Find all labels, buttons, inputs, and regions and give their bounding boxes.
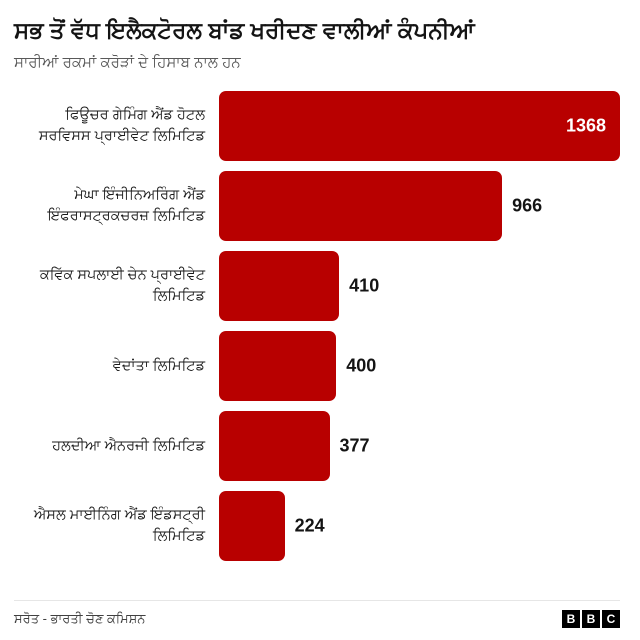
bbc-logo-block: B (562, 610, 580, 628)
chart-row: ਹਲਦੀਆ ਐਨਰਜੀ ਲਿਮਿਟਿਡ 377 (14, 410, 620, 481)
chart-footer: ਸਰੋਤ - ਭਾਰਤੀ ਚੋਣ ਕਮਿਸ਼ਨ B B C (14, 600, 620, 640)
bar-track: 400 (219, 330, 620, 401)
bar-label: ਵੇਦਾਂਤਾ ਲਿਮਿਟਿਡ (112, 357, 205, 374)
bar: 1368 (219, 90, 620, 161)
bar-value: 966 (512, 195, 543, 216)
chart-row: ਐਸਲ ਮਾਈਨਿੰਗ ਐਂਡ ਇੰਡਸਟ੍ਰੀ ਲਿਮਿਟਿਡ 224 (14, 490, 620, 561)
source-text: ਸਰੋਤ - ਭਾਰਤੀ ਚੋਣ ਕਮਿਸ਼ਨ (14, 611, 146, 626)
bar-value: 410 (349, 275, 380, 296)
bar (219, 250, 340, 321)
bar-label: ਮੇਘਾ ਇੰਜੀਨਿਅਰਿੰਗ ਐਂਡ ਇੰਫਰਾਸਟ੍ਰਕਚਰਜ਼ ਲਿਮਿ… (47, 187, 205, 224)
bar-value: 224 (294, 515, 325, 536)
bar (219, 410, 330, 481)
bar (219, 170, 503, 241)
bar (219, 490, 285, 561)
bar-chart: ਫਿਊਚਰ ਗੇਮਿੰਗ ਐਂਡ ਹੋਟਲ ਸਰਵਿਸਸ ਪ੍ਰਾਈਵੇਟ ਲਿ… (0, 77, 640, 590)
bar-value: 377 (339, 435, 370, 456)
chart-row: ਕਵਿੱਕ ਸਪਲਾਈ ਚੇਨ ਪ੍ਰਾਈਵੇਟ ਲਿਮਿਟਿਡ 410 (14, 250, 620, 321)
bbc-logo-block: C (602, 610, 620, 628)
bar-track: 410 (219, 250, 620, 321)
page-subtitle: ਸਾਰੀਆਂ ਰਕਮਾਂ ਕਰੋੜਾਂ ਦੇ ਹਿਸਾਬ ਨਾਲ ਹਨ (14, 53, 241, 71)
chart-header: ਸਭ ਤੋਂ ਵੱਧ ਇਲੈਕਟੋਰਲ ਬਾਂਡ ਖਰੀਦਣ ਵਾਲੀਆਂ ਕੰ… (0, 0, 640, 77)
chart-row: ਵੇਦਾਂਤਾ ਲਿਮਿਟਿਡ 400 (14, 330, 620, 401)
bar-label: ਐਸਲ ਮਾਈਨਿੰਗ ਐਂਡ ਇੰਡਸਟ੍ਰੀ ਲਿਮਿਟਿਡ (33, 507, 205, 544)
bar-label: ਹਲਦੀਆ ਐਨਰਜੀ ਲਿਮਿਟਿਡ (52, 437, 205, 454)
bar-label: ਫਿਊਚਰ ਗੇਮਿੰਗ ਐਂਡ ਹੋਟਲ ਸਰਵਿਸਸ ਪ੍ਰਾਈਵੇਟ ਲਿ… (38, 107, 205, 144)
bar-track: 377 (219, 410, 620, 481)
bar-track: 966 (219, 170, 620, 241)
bar-track: 1368 (219, 90, 620, 161)
bar-label: ਕਵਿੱਕ ਸਪਲਾਈ ਚੇਨ ਪ੍ਰਾਈਵੇਟ ਲਿਮਿਟਿਡ (39, 267, 205, 304)
bar (219, 330, 337, 401)
bar-value: 400 (346, 355, 377, 376)
bbc-logo-block: B (582, 610, 600, 628)
bar-track: 224 (219, 490, 620, 561)
bar-value: 1368 (565, 115, 606, 136)
page-title: ਸਭ ਤੋਂ ਵੱਧ ਇਲੈਕਟੋਰਲ ਬਾਂਡ ਖਰੀਦਣ ਵਾਲੀਆਂ ਕੰ… (14, 17, 475, 43)
chart-row: ਫਿਊਚਰ ਗੇਮਿੰਗ ਐਂਡ ਹੋਟਲ ਸਰਵਿਸਸ ਪ੍ਰਾਈਵੇਟ ਲਿ… (14, 90, 620, 161)
bbc-logo-icon: B B C (562, 610, 620, 628)
chart-row: ਮੇਘਾ ਇੰਜੀਨਿਅਰਿੰਗ ਐਂਡ ਇੰਫਰਾਸਟ੍ਰਕਚਰਜ਼ ਲਿਮਿ… (14, 170, 620, 241)
